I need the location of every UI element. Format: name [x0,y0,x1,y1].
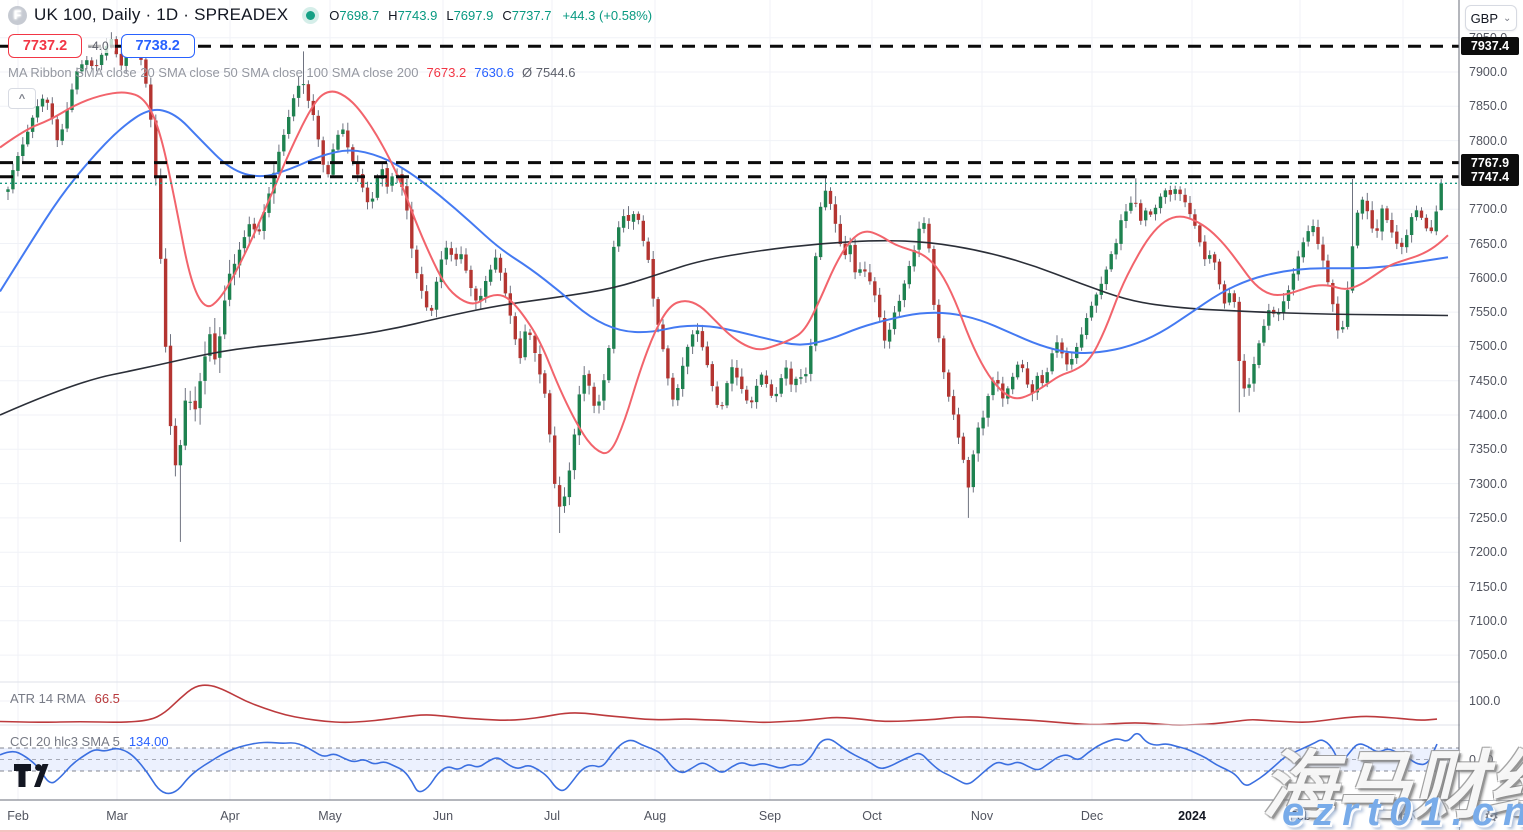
time-axis-label: Feb [1289,809,1311,823]
candlestick-series [6,32,1443,542]
price-axis-tick: 7850.0 [1469,99,1508,114]
price-level-label: 7937.4 [1461,37,1519,56]
sma20-value: 7673.2 [426,65,467,80]
bottom-strip [0,830,1523,832]
atr-legend[interactable]: ATR 14 RMA 66.5 [10,691,120,706]
time-axis[interactable]: Feb Mar Apr May Jun Jul Aug Sep Oct Nov Dec 2024 Feb… [0,801,1459,832]
symbol-title[interactable]: UK 100, Daily · 1D · SPREADEX [34,5,289,24]
open-value: 7698.7 [339,7,380,23]
time-axis-label: 2024 [1178,809,1206,823]
tradingview-logo[interactable] [13,763,49,789]
chart-legend: F UK 100, Daily · 1D · SPREADEX O7698.7 … [8,5,652,109]
price-axis-tick: 7300.0 [1469,476,1508,491]
atr-line [0,684,1438,726]
cci-value: 134.00 [128,734,169,749]
time-axis-label: Nov [970,809,994,823]
symbol-logo-icon: F [8,5,27,25]
price-axis-tick: 7650.0 [1469,236,1508,251]
price-axis-tick: 7900.0 [1469,65,1508,79]
time-axis-label: Apr [220,809,240,823]
price-axis-tick: 7800.0 [1469,133,1508,148]
time-axis-label: Jun [432,809,454,823]
time-axis-label: Feb [7,809,29,823]
cci-axis-tick: 0.00 [1469,752,1494,767]
ma-ribbon-legend[interactable]: MA Ribbon SMA close 20 SMA close 50 SMA … [8,65,652,80]
legend-collapse-button[interactable]: ^ [8,88,36,109]
bid-price-tag: 7737.2 [8,34,82,58]
symbol-row[interactable]: F UK 100, Daily · 1D · SPREADEX O7698.7 … [8,5,652,25]
price-axis-tick: 7500.0 [1469,339,1508,354]
sma20-line [0,90,1449,455]
price-level-label: 7767.9 [1461,153,1519,172]
low-value: 7697.9 [453,7,494,23]
time-axis-label: Dec [1080,809,1104,823]
sma50-value: 7630.6 [474,65,514,80]
currency-label: GBP [1470,10,1499,26]
time-axis-label: Mar [1392,809,1414,823]
time-axis-label: Oct [862,809,882,823]
time-axis-label: May [318,809,342,823]
price-axis-tick: 7100.0 [1469,613,1508,628]
time-axis-label: Jul [544,809,560,823]
ohlc-values: O7698.7 H7743.9 L7697.9 C7737.7 +44.3 (+… [329,7,653,23]
price-axis-tick: 7600.0 [1469,270,1508,285]
price-axis-tick: 7700.0 [1469,202,1508,217]
price-level-label: 7747.4 [1461,167,1519,186]
market-status-icon[interactable] [306,10,316,20]
sma200-line [0,239,1449,416]
change-value: +44.3 (+0.58%) [562,7,653,23]
gear-icon[interactable]: ⚙ [1483,806,1500,826]
spread-value: -4.0 [82,39,115,53]
atr-value: 66.5 [94,691,120,706]
high-value: 7743.9 [397,7,438,23]
time-axis-label: Aug [643,809,667,823]
price-axis-tick: 7350.0 [1469,442,1508,457]
price-axis-tick: 7250.0 [1469,510,1508,525]
atr-axis-tick: 100.0 [1469,694,1501,708]
cci-label: CCI 20 hlc3 SMA 5 [10,734,120,749]
chevron-down-icon: ⌄ [1503,12,1512,24]
cci-legend[interactable]: CCI 20 hlc3 SMA 5 134.00 [10,734,169,749]
axis-settings-corner: ⚙ [1460,801,1523,832]
price-axis[interactable]: GBP ⌄ 7950.07900.07850.07800.07700.07650… [1460,0,1523,800]
price-axis-tick: 7200.0 [1469,545,1508,560]
cci-line [0,732,1438,795]
time-axis-label: Mar [106,809,128,823]
price-axis-tick: 7150.0 [1469,579,1508,594]
ribbon-average-value: Ø 7544.6 [521,65,576,80]
time-axis-label: Sep [758,809,782,823]
atr-label: ATR 14 RMA [10,691,86,706]
currency-button[interactable]: GBP ⌄ [1465,5,1517,31]
close-value: 7737.7 [511,7,552,23]
sma50-line [0,108,1449,355]
ma-ribbon-label: MA Ribbon SMA close 20 SMA close 50 SMA … [8,65,419,80]
price-axis-tick: 7050.0 [1469,648,1508,663]
price-axis-tick: 7550.0 [1469,305,1508,320]
price-axis-tick: 7450.0 [1469,373,1508,388]
bid-ask-row: 7737.2 -4.0 7738.2 [8,34,652,58]
ask-price-tag: 7738.2 [120,34,195,58]
price-axis-tick: 7400.0 [1469,408,1508,422]
